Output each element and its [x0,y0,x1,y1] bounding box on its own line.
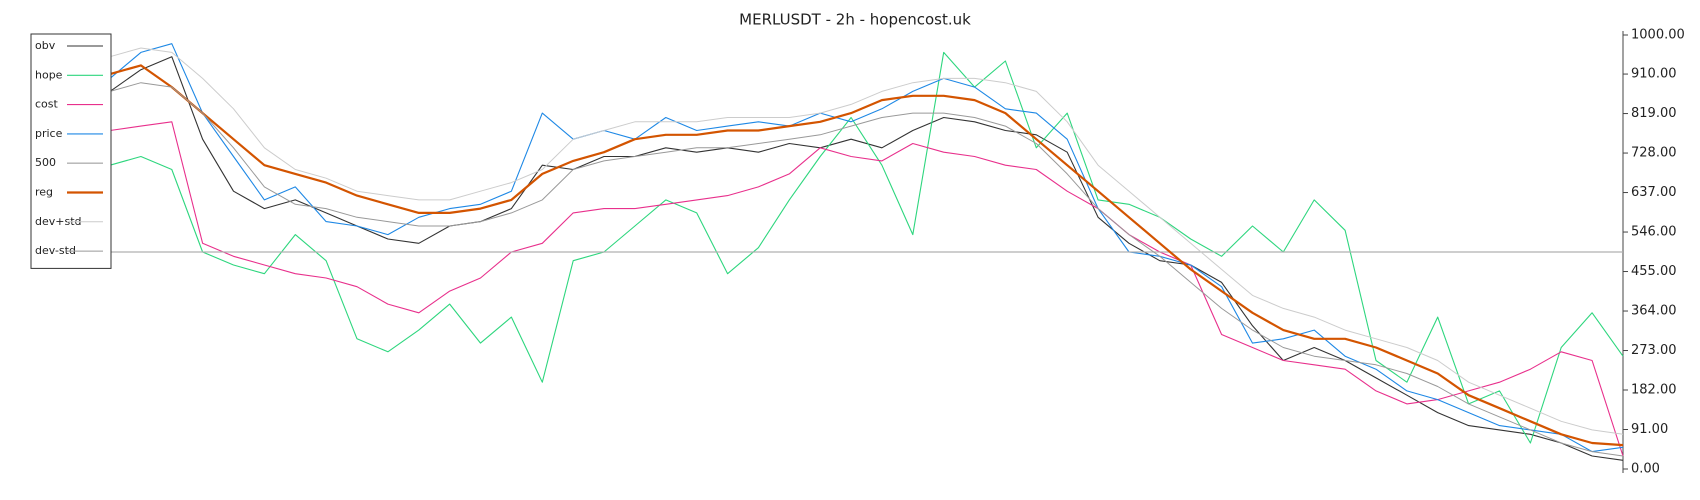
y-tick-label: 455.00 [1631,264,1677,279]
y-tick-label: 364.00 [1631,304,1677,319]
series-line [109,56,1624,461]
series-line [109,47,1624,435]
series-line [109,43,1624,453]
y-tick-label: 819.00 [1631,106,1677,121]
legend-label: dev+std [35,215,82,228]
y-tick-label: 91.00 [1631,422,1668,437]
legend-label: 500 [35,156,56,169]
legend-label: dev-std [35,244,76,257]
series-line [109,121,1624,457]
chart-title: MERLUSDT - 2h - hopencost.uk [739,11,971,29]
y-tick-label: 273.00 [1631,343,1677,358]
y-tick-label: 637.00 [1631,185,1677,200]
legend: obv hope cost price 500 reg dev+std dev-std [30,33,112,269]
y-tick-label: 546.00 [1631,225,1677,240]
series-line [109,82,1624,457]
y-tick-label: 910.00 [1631,67,1677,82]
legend-label: hope [35,68,63,81]
legend-label: price [35,127,63,140]
y-tick-label: 1000.00 [1631,28,1685,43]
legend-box [30,33,112,269]
y-tick-label: 0.00 [1631,462,1660,477]
series-line [109,64,1624,447]
legend-label: obv [35,39,56,52]
y-tick-label: 728.00 [1631,146,1677,161]
legend-label: cost [35,98,59,111]
series-line [109,51,1624,444]
y-tick-label: 182.00 [1631,383,1677,398]
legend-label: reg [35,186,53,199]
